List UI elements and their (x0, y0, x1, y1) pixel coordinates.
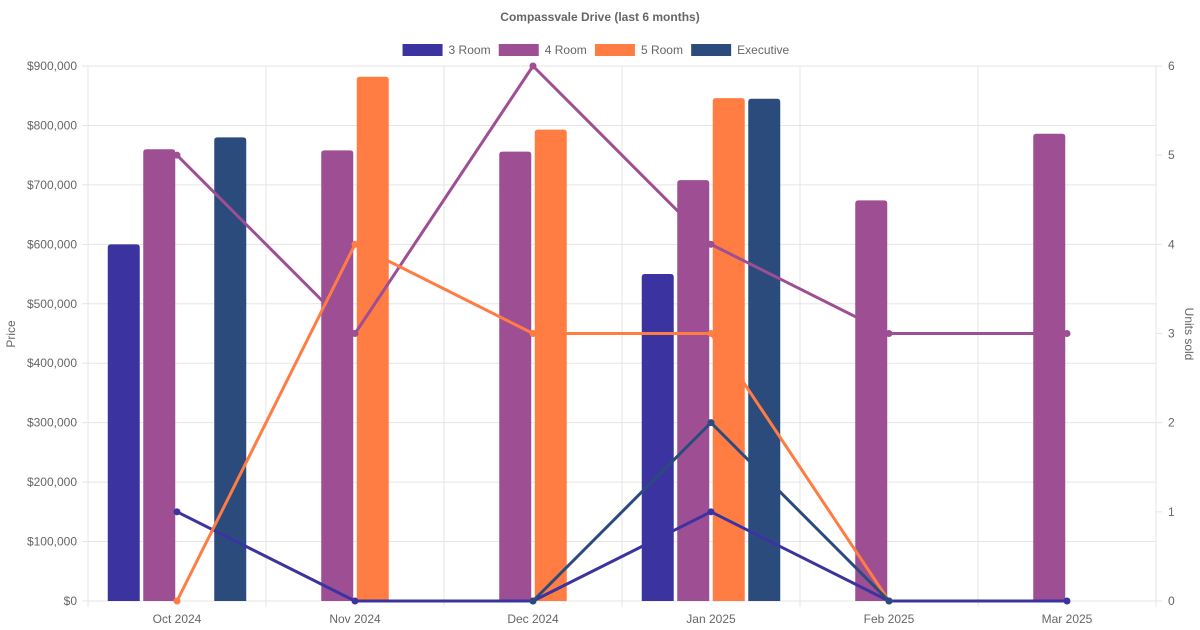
y2-tick-label: 5 (1168, 148, 1175, 162)
bar-3-room (641, 274, 674, 601)
bar-5-room (534, 129, 567, 601)
x-axis: Oct 2024 Nov 2024 Dec 2024 Jan 2025 Feb 2025… (153, 612, 1093, 626)
legend-item-5-room: 5 Room (594, 43, 683, 57)
point-4-room-units-sold (529, 62, 537, 70)
legend-label: 4 Room (545, 43, 587, 57)
legend-swatch (691, 44, 732, 56)
legend-label: 3 Room (449, 43, 491, 57)
point-4-room-units-sold (351, 330, 359, 337)
lines (173, 62, 1071, 605)
y2-tick-label: 6 (1168, 59, 1175, 73)
point-5-room-units-sold (707, 330, 715, 337)
line-path-3-room-units-sold (175, 510, 1069, 603)
bar-executive (748, 98, 781, 601)
bar-4-room (1033, 133, 1066, 601)
point-5-room-units-sold (529, 330, 537, 337)
y2-axis-title: Units sold (1182, 308, 1196, 361)
point-executive-units-sold (529, 597, 537, 605)
point-4-room-units-sold (1063, 330, 1071, 337)
y2-tick-label: 1 (1168, 505, 1175, 519)
line-3-room-units-sold (173, 508, 1071, 605)
y-tick-label: $900,000 (27, 59, 77, 73)
point-4-room-units-sold (707, 240, 715, 248)
y-tick-label: $800,000 (27, 118, 77, 132)
y-tick-label: $400,000 (27, 356, 77, 370)
legend-swatch (594, 44, 635, 56)
x-tick-label: Dec 2024 (507, 612, 559, 626)
bar-4-room (499, 151, 532, 601)
x-tick-label: Jan 2025 (686, 612, 736, 626)
y-tick-label: $200,000 (27, 475, 77, 489)
point-3-room-units-sold (173, 508, 181, 516)
y-axis-left: $0 $100,000 $200,000 $300,000 $400,000 $500,0… (27, 59, 77, 608)
x-tick-label: Feb 2025 (864, 612, 915, 626)
bar-executive (214, 137, 247, 602)
point-3-room-units-sold (707, 508, 715, 516)
y-tick-label: $100,000 (27, 535, 77, 549)
y-tick-label: $0 (64, 594, 78, 608)
point-5-room-units-sold (351, 240, 359, 248)
bar-4-room (677, 180, 710, 601)
y2-tick-label: 2 (1168, 416, 1175, 430)
gridlines (82, 65, 1162, 607)
x-tick-label: Oct 2024 (153, 612, 202, 626)
legend-item-3-room: 3 Room (402, 43, 491, 57)
bar-4-room (321, 150, 354, 601)
bars (107, 76, 1066, 602)
point-3-room-units-sold (351, 597, 359, 605)
point-5-room-units-sold (173, 597, 181, 605)
point-4-room-units-sold (173, 151, 181, 159)
legend-swatch (498, 44, 539, 56)
y2-tick-label: 4 (1168, 237, 1175, 251)
bar-4-room (143, 149, 176, 601)
legend-swatch (402, 44, 443, 56)
y-axis-right: 0 1 2 3 4 5 6 (1168, 59, 1175, 608)
legend-label: 5 Room (641, 43, 683, 57)
point-3-room-units-sold (1063, 597, 1071, 605)
bar-5-room (356, 76, 389, 601)
y-tick-label: $700,000 (27, 178, 77, 192)
point-executive-units-sold (707, 419, 715, 427)
bar-3-room (107, 244, 140, 602)
chart-title: Compassvale Drive (last 6 months) (500, 10, 699, 24)
y2-tick-label: 0 (1168, 594, 1175, 608)
line-executive-units-sold (529, 419, 893, 605)
y2-tick-label: 3 (1168, 327, 1175, 341)
y-tick-label: $500,000 (27, 297, 77, 311)
y-tick-label: $300,000 (27, 416, 77, 430)
y-tick-label: $600,000 (27, 237, 77, 251)
x-tick-label: Nov 2024 (329, 612, 381, 626)
legend-item-4-room: 4 Room (498, 43, 587, 57)
bar-4-room (855, 200, 888, 601)
point-4-room-units-sold (885, 330, 893, 337)
point-executive-units-sold (885, 597, 893, 605)
bar-5-room (712, 98, 745, 601)
legend-item-executive: Executive (691, 43, 790, 57)
x-tick-label: Mar 2025 (1042, 612, 1093, 626)
legend-label: Executive (737, 43, 789, 57)
y-axis-title: Price (4, 320, 18, 348)
legend: 3 Room 4 Room 5 Room Executive (402, 43, 790, 57)
